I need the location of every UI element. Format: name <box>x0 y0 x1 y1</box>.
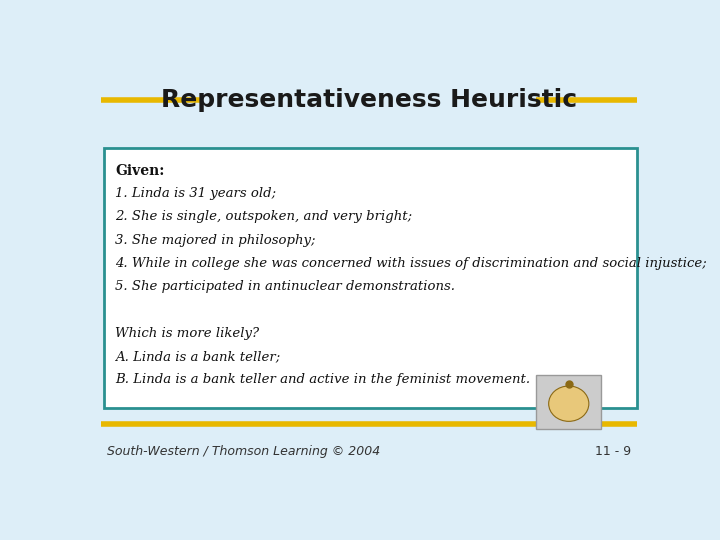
Text: 2. She is single, outspoken, and very bright;: 2. She is single, outspoken, and very br… <box>115 210 413 224</box>
FancyBboxPatch shape <box>536 375 600 429</box>
Ellipse shape <box>549 386 589 421</box>
Text: Given:: Given: <box>115 164 164 178</box>
Text: Representativeness Heuristic: Representativeness Heuristic <box>161 88 577 112</box>
FancyBboxPatch shape <box>104 148 637 408</box>
Text: South-Western / Thomson Learning © 2004: South-Western / Thomson Learning © 2004 <box>107 445 380 458</box>
Text: 4. While in college she was concerned with issues of discrimination and social i: 4. While in college she was concerned wi… <box>115 257 707 270</box>
Text: B. Linda is a bank teller and active in the feminist movement.: B. Linda is a bank teller and active in … <box>115 373 530 386</box>
Text: 5. She participated in antinuclear demonstrations.: 5. She participated in antinuclear demon… <box>115 280 455 293</box>
Text: 11 - 9: 11 - 9 <box>595 445 631 458</box>
Text: Which is more likely?: Which is more likely? <box>115 327 259 340</box>
Text: A. Linda is a bank teller;: A. Linda is a bank teller; <box>115 350 280 363</box>
Text: 1. Linda is 31 years old;: 1. Linda is 31 years old; <box>115 187 276 200</box>
Text: 3. She majored in philosophy;: 3. She majored in philosophy; <box>115 234 315 247</box>
